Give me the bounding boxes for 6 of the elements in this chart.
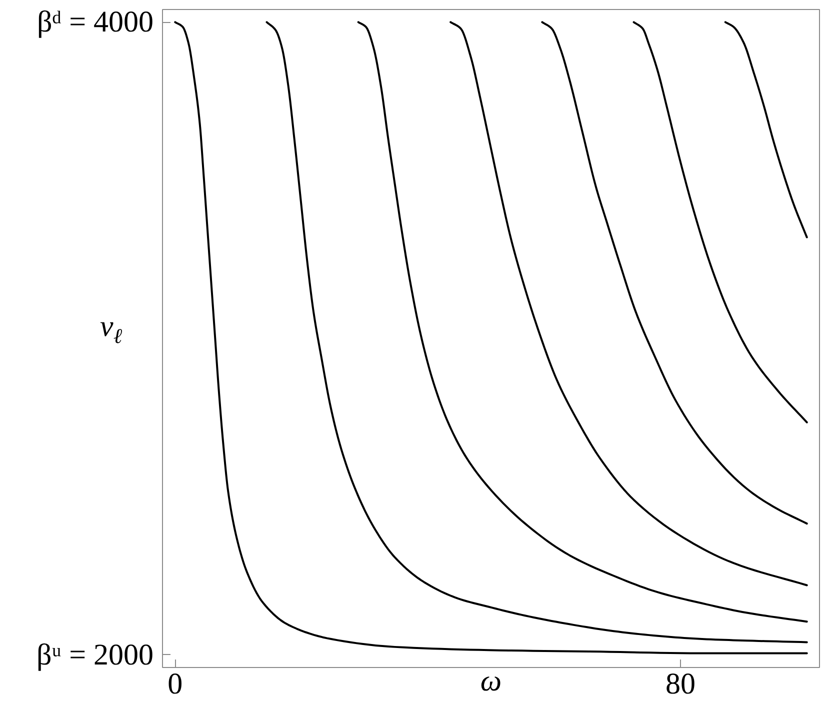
y-tick-label: βᵈ = 4000 (36, 6, 154, 39)
y-axis-title: v$_{ℓ}$ (100, 310, 122, 348)
x-tick-label: 0 (168, 668, 183, 700)
x-axis-title: ω (480, 664, 502, 698)
y-tick-label: βᵘ = 2000 (36, 638, 154, 672)
x-tick-label: 80 (666, 668, 696, 700)
